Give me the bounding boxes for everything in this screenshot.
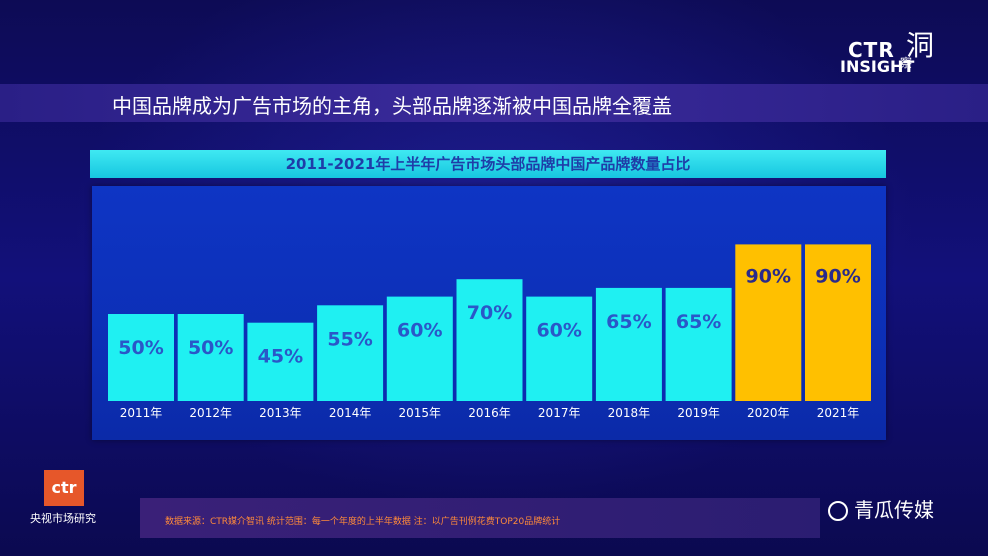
data-label-2017年: 60% — [536, 320, 581, 342]
data-label-2021年: 90% — [815, 265, 860, 287]
bar-2021年 — [805, 244, 871, 401]
bar-2018年 — [595, 287, 662, 401]
data-label-2014年: 55% — [327, 328, 372, 350]
bar-2011年 — [108, 314, 174, 401]
data-source-note: 数据来源：CTR媒介智讯 统计范围：每一个年度的上半年数据 注：以广告刊例花费T… — [165, 517, 561, 527]
bar-2020年 — [735, 244, 802, 401]
x-tick-2021年: 2021年 — [817, 406, 860, 420]
ctr-logo-box: ctr — [44, 470, 84, 506]
chart-title: 2011-2021年上半年广告市场头部品牌中国产品牌数量占比 — [285, 155, 691, 173]
logo-insight-text: INSIGHT — [840, 57, 915, 76]
chart-panel: 50% 2011年 50% 2012年 45% 2013年 55% 2014年 60% 2015年… — [92, 186, 886, 440]
data-label-2011年: 50% — [118, 337, 163, 359]
bar-2013年 — [247, 322, 314, 401]
x-tick-2014年: 2014年 — [329, 406, 372, 420]
ctr-insight-logo: CTR INSIGHT 洞 察 — [840, 29, 950, 78]
watermark-icon — [828, 501, 848, 521]
bar-2019年 — [665, 287, 732, 401]
data-label-2012年: 50% — [188, 337, 233, 359]
chart-title-bar — [90, 150, 886, 178]
bar-chart: 50% 2011年 50% 2012年 45% 2013年 55% 2014年 60% 2015年… — [108, 244, 871, 420]
data-label-2016年: 70% — [467, 302, 512, 324]
headline: 中国品牌成为广告市场的主角，头部品牌逐渐被中国品牌全覆盖 — [112, 94, 672, 118]
ctr-bottom-logo: ctr 央视市场研究 — [30, 470, 104, 528]
data-label-2020年: 90% — [746, 265, 791, 287]
bar-2016年 — [456, 279, 523, 401]
bar-2015年 — [386, 296, 453, 401]
x-tick-2017年: 2017年 — [538, 406, 581, 420]
logo-cn2-text: 察 — [900, 56, 913, 70]
watermark: 青瓜传媒 — [828, 494, 934, 523]
x-tick-2019年: 2019年 — [677, 406, 720, 420]
data-label-2019年: 65% — [676, 311, 721, 333]
x-tick-2016年: 2016年 — [468, 406, 511, 420]
x-tick-2020年: 2020年 — [747, 406, 790, 420]
data-label-2015年: 60% — [397, 320, 442, 342]
bar-2014年 — [317, 305, 384, 401]
source-bar — [140, 498, 820, 538]
bar-2012年 — [177, 314, 244, 401]
x-tick-2015年: 2015年 — [399, 406, 442, 420]
ctr-logo-name: 央视市场研究 — [30, 512, 96, 525]
logo-ctr-text: CTR — [848, 38, 895, 62]
headline-bar — [0, 84, 988, 122]
x-tick-2012年: 2012年 — [189, 406, 232, 420]
logo-cn1-text: 洞 — [906, 29, 935, 62]
data-label-2018年: 65% — [606, 311, 651, 333]
data-label-2013年: 45% — [258, 346, 303, 368]
x-tick-2013年: 2013年 — [259, 406, 302, 420]
bar-2017年 — [526, 296, 593, 401]
x-tick-2011年: 2011年 — [120, 406, 163, 420]
x-tick-2018年: 2018年 — [608, 406, 651, 420]
watermark-text: 青瓜传媒 — [854, 498, 934, 522]
